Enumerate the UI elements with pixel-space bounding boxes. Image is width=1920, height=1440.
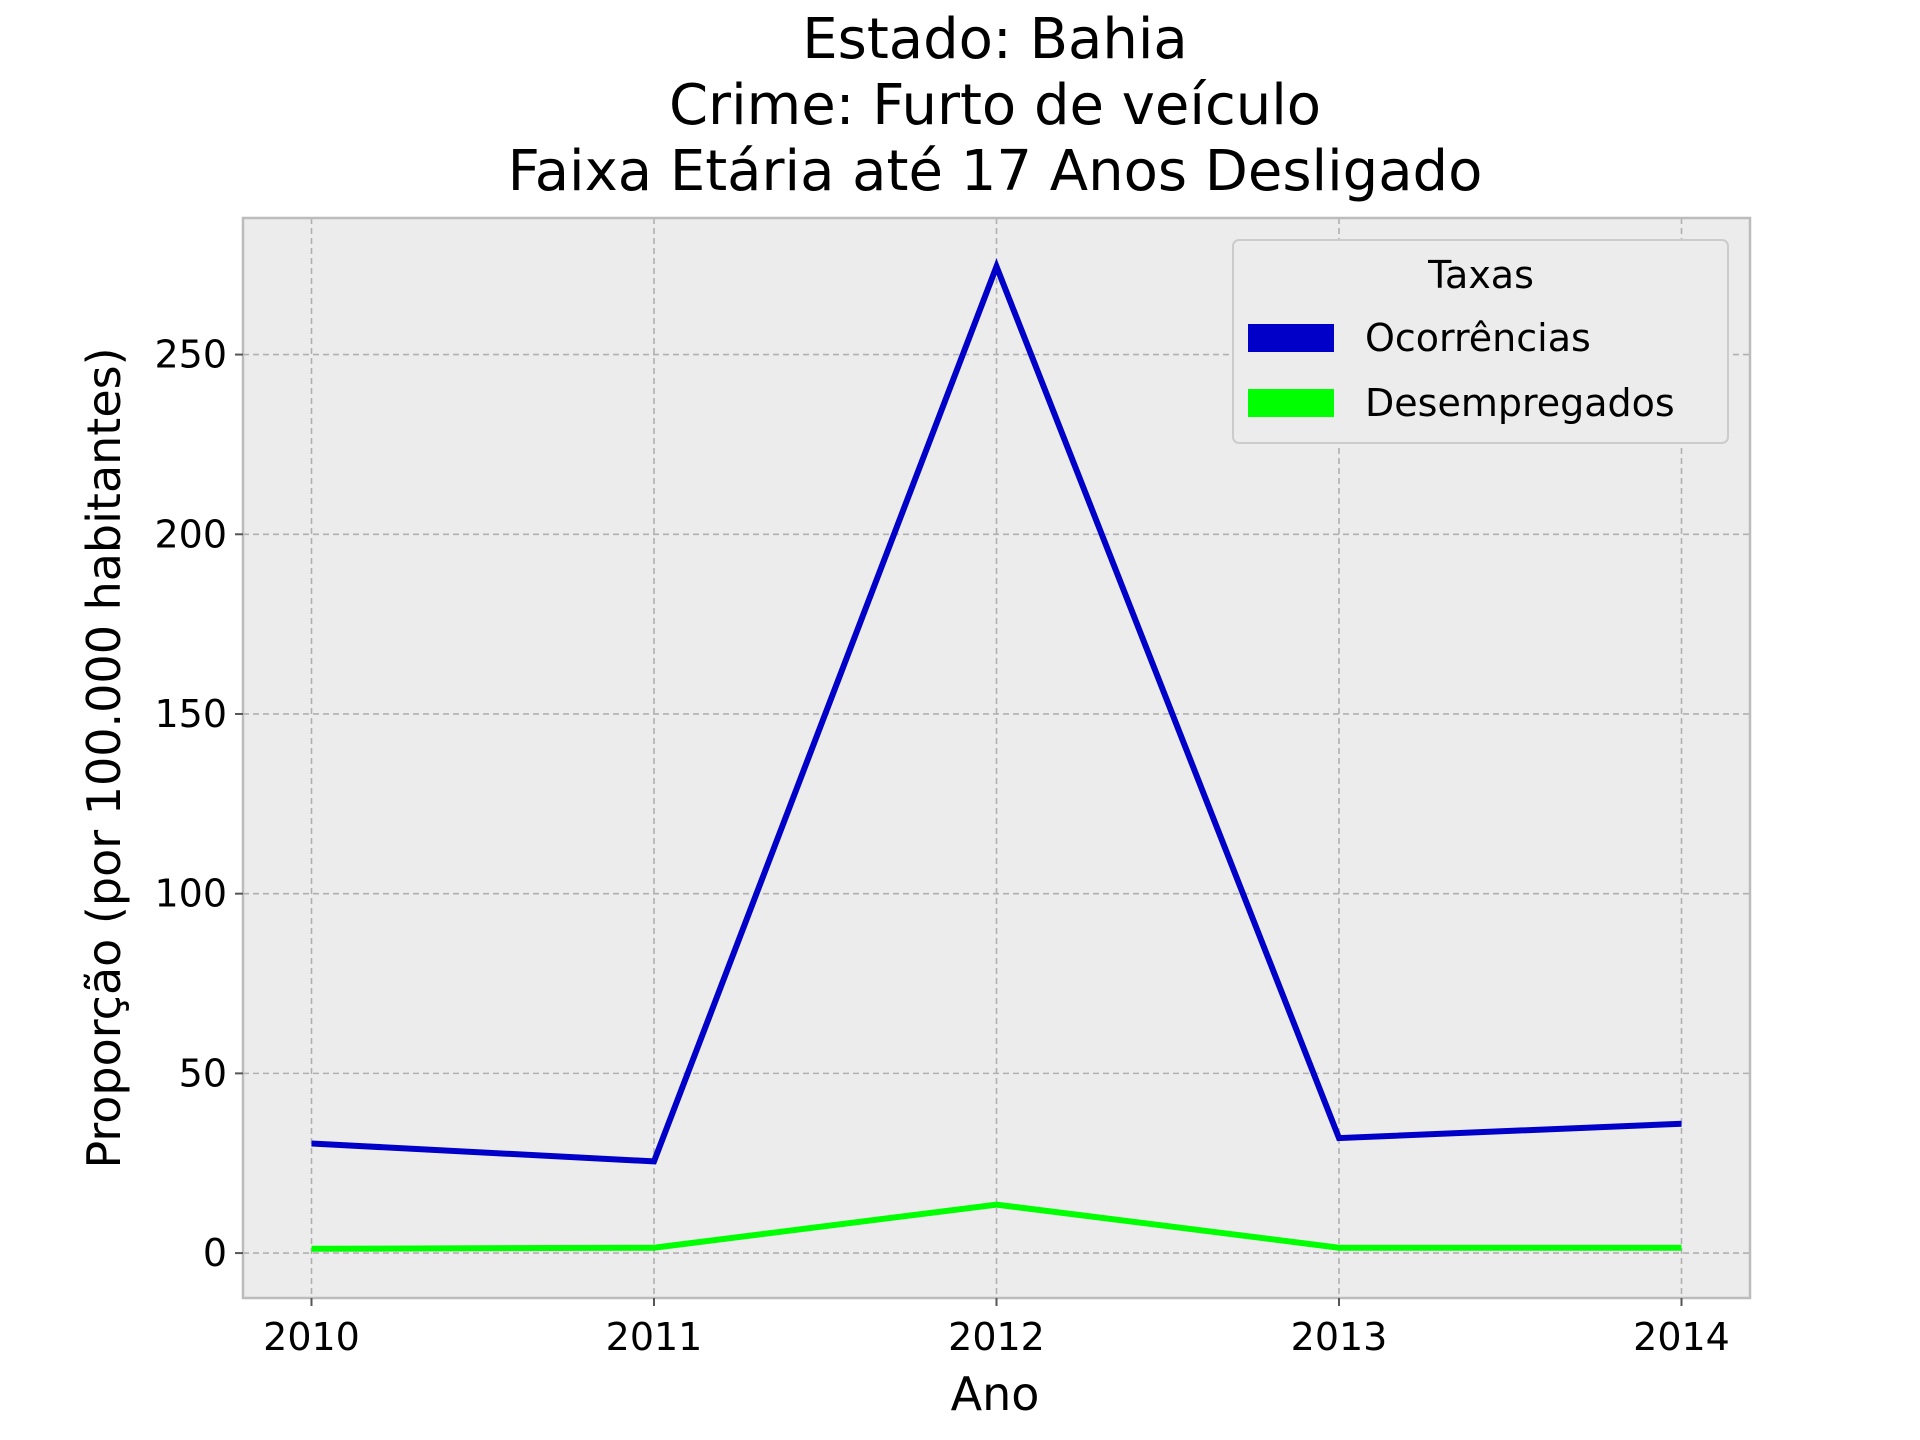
legend-swatch [1248,324,1334,352]
y-tick-label: 150 [154,692,227,736]
legend-label: Desempregados [1365,381,1675,425]
y-tick-label: 100 [154,872,227,916]
y-tick-label: 0 [203,1231,227,1275]
title-line-1: Estado: Bahia [802,7,1187,72]
title-line-3: Faixa Etária até 17 Anos Desligado [508,139,1483,204]
title-line-2: Crime: Furto de veículo [669,73,1321,138]
x-axis-label: Ano [951,1367,1040,1421]
x-axis-ticks: 2010 2011 2012 2013 2014 [263,1298,1730,1359]
y-tick-label: 250 [154,333,227,377]
y-axis-ticks: 0 50 100 150 200 250 [154,333,243,1275]
legend-entries: Ocorrências Desempregados [1248,316,1675,425]
x-tick-label: 2013 [1291,1315,1388,1359]
chart-title: Estado: Bahia Crime: Furto de veículo Fa… [508,7,1483,204]
x-tick-label: 2011 [606,1315,703,1359]
legend: Taxas Ocorrências Desempregados [1232,239,1729,444]
y-axis-label: Proporção (por 100.000 habitantes) [77,347,131,1168]
legend-box [1232,239,1729,444]
series-line-ocorrências [311,258,1682,1165]
y-tick-label: 50 [179,1051,227,1095]
y-tick-label: 200 [154,512,227,556]
legend-title: Taxas [1427,253,1534,297]
series-line-desempregados [311,1201,1682,1252]
x-tick-label: 2012 [948,1315,1045,1359]
legend-label: Ocorrências [1365,316,1591,360]
series-layer [311,258,1682,1252]
x-tick-label: 2014 [1633,1315,1730,1359]
x-tick-label: 2010 [263,1315,360,1359]
legend-swatch [1248,389,1334,417]
